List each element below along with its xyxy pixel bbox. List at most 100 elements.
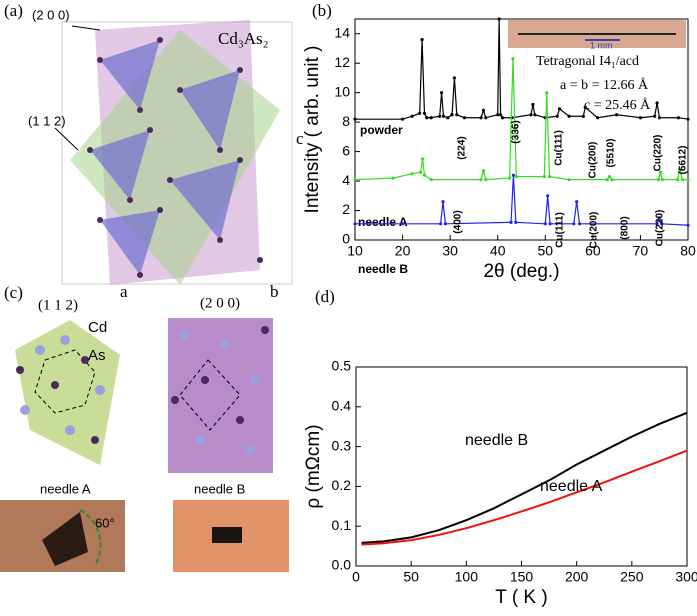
axis-label: b <box>270 282 279 301</box>
plane-label: (2 0 0) <box>200 295 240 311</box>
x-tick-label: 300 <box>675 569 697 585</box>
data-point <box>443 222 447 226</box>
y-tick-label: 0.0 <box>332 557 352 573</box>
data-point <box>660 222 664 226</box>
x-tick-label: 50 <box>537 243 553 259</box>
plane-200 <box>168 318 273 473</box>
data-point <box>546 194 550 198</box>
peak-label: Cu(111) <box>554 130 565 166</box>
angle-arc <box>79 509 102 566</box>
data-point <box>514 175 518 179</box>
data-point <box>508 176 512 180</box>
data-point <box>418 111 422 115</box>
photo-label: needle A <box>40 481 91 496</box>
data-point <box>422 111 427 115</box>
pointer <box>54 127 79 151</box>
data-point <box>557 107 562 111</box>
x-tick-label: 20 <box>395 243 411 259</box>
data-point <box>686 223 690 227</box>
data-point <box>543 222 547 226</box>
series-line <box>361 411 688 544</box>
crystal <box>212 527 242 543</box>
data-point <box>479 116 483 120</box>
y-tick-label: 12 <box>334 54 350 70</box>
axis-label: c <box>296 129 304 148</box>
y-tick-label: 0.3 <box>332 437 352 453</box>
crystal-structure <box>54 20 293 285</box>
plane-112 <box>15 320 120 465</box>
data-point <box>657 116 662 120</box>
data-point <box>441 114 446 118</box>
y-tick-label: 0.2 <box>332 477 352 493</box>
data-point <box>655 222 659 226</box>
scale-label: 1 mm <box>590 40 613 50</box>
data-point <box>577 222 582 226</box>
data-point <box>419 170 423 174</box>
data-point <box>605 177 609 182</box>
tetrahedron <box>100 40 160 110</box>
peak-label: (800) <box>620 216 631 239</box>
peak-label: Cu(200) <box>589 212 600 249</box>
x-axis-label: 2θ (deg.) <box>483 261 559 282</box>
data-point <box>581 114 585 118</box>
x-tick-label: 60 <box>585 243 601 259</box>
y-tick-label: 6 <box>342 142 350 158</box>
data-point <box>496 113 500 117</box>
plot-frame <box>355 366 688 567</box>
lattice: a = b = 12.66 Å <box>560 77 649 93</box>
angle-label: 60° <box>95 515 115 530</box>
data-point <box>498 113 503 117</box>
peak-label: Cu(111) <box>555 212 566 248</box>
peak-label: Cu(220) <box>653 135 664 172</box>
series-label: needle B <box>358 262 408 276</box>
data-point <box>676 116 681 120</box>
data-point <box>547 175 552 179</box>
data-point <box>500 116 505 120</box>
data-point <box>462 116 467 120</box>
y-tick-label: 0 <box>342 231 350 247</box>
data-point <box>353 177 357 182</box>
data-point <box>572 222 576 226</box>
x-tick-label: 40 <box>490 243 506 259</box>
y-tick-label: 10 <box>334 83 350 99</box>
data-point <box>675 177 680 182</box>
data-point <box>655 101 659 105</box>
series-label: needle A <box>358 215 408 229</box>
data-point <box>533 113 537 117</box>
data-point <box>450 113 454 117</box>
data-point <box>446 116 450 120</box>
data-point <box>452 76 457 80</box>
data-point <box>353 222 357 226</box>
data-point <box>511 57 515 61</box>
lattice: c = 25.46 Å <box>584 97 651 113</box>
peak-label: (400) <box>453 210 464 233</box>
axis-label: a <box>120 282 128 301</box>
panel-label: (c) <box>4 283 23 302</box>
tetrahedron <box>170 160 240 240</box>
peak-label: Cu(220) <box>655 210 666 247</box>
unit-cell <box>61 21 293 285</box>
data-point <box>484 177 488 182</box>
y-axis-label: Intensity ( arb. unit ) <box>302 46 323 214</box>
series-label: needle B <box>465 432 528 449</box>
peak-label: (6612) <box>678 146 689 175</box>
series-label: powder <box>360 123 403 137</box>
rhombus <box>179 359 241 431</box>
data-point <box>420 38 424 42</box>
data-point <box>658 170 663 174</box>
x-tick-label: 0 <box>352 569 360 585</box>
data-point <box>686 177 690 182</box>
data-point <box>548 222 552 226</box>
data-point <box>497 17 501 21</box>
data-point <box>514 220 518 224</box>
data-point <box>420 157 425 161</box>
plane-label: (1 1 2) <box>28 113 66 128</box>
series-line <box>354 58 688 181</box>
x-tick-label: 30 <box>442 243 458 259</box>
tetrahedron <box>100 210 160 275</box>
peak-label: Cu(200) <box>588 142 599 179</box>
panel-label: (a) <box>4 1 23 20</box>
atoms <box>16 326 269 455</box>
series-label: needle A <box>540 478 603 495</box>
data-point <box>455 113 459 117</box>
